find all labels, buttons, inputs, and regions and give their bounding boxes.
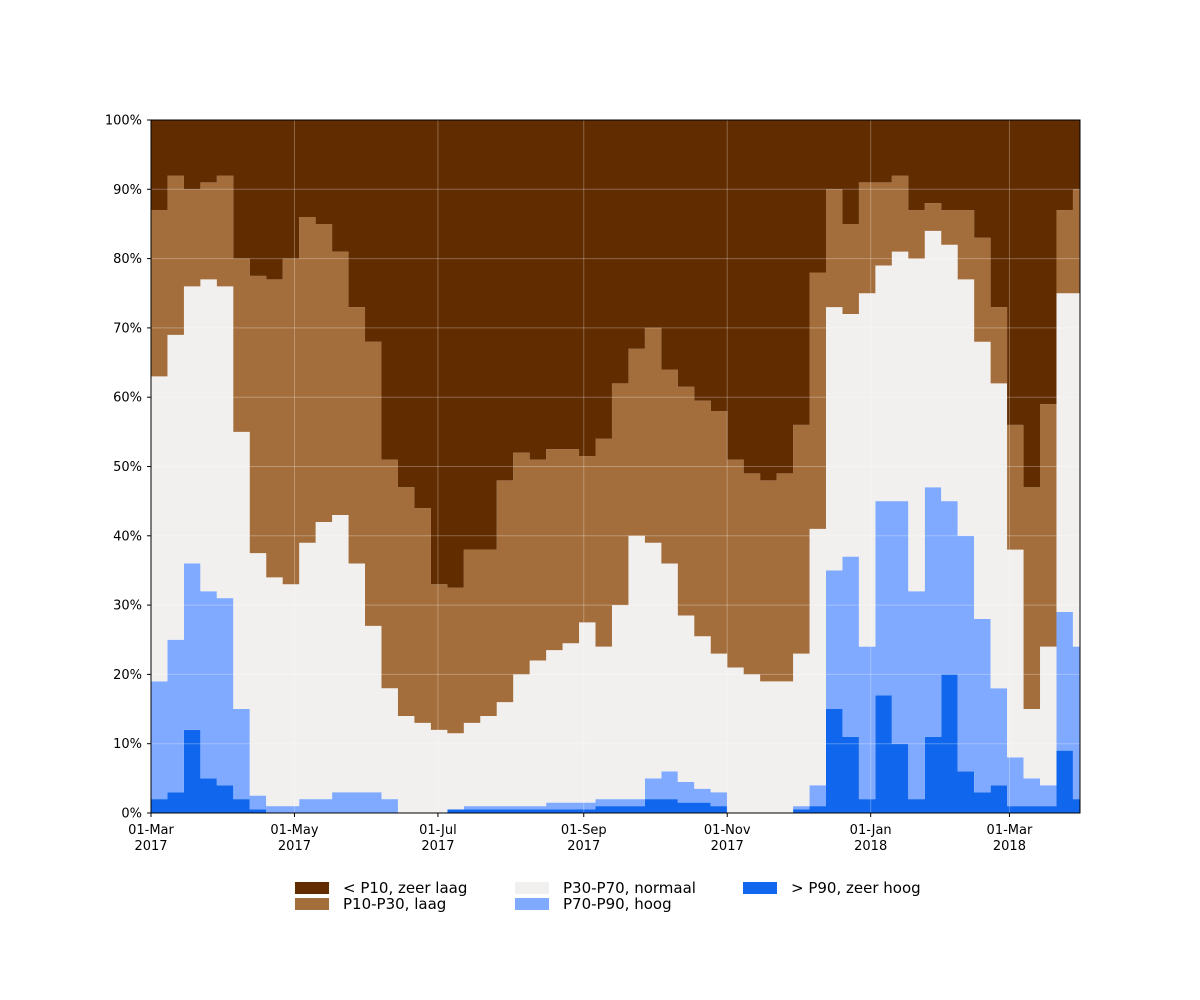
plot-area (151, 120, 1080, 813)
legend-label: P70-P90, hoog (563, 895, 672, 913)
y-tick-label: 100% (105, 114, 142, 129)
legend-label: > P90, zeer hoog (791, 879, 921, 897)
x-tick-label: 01-Mar (987, 823, 1033, 838)
y-tick-label: 60% (113, 391, 142, 406)
y-tick-label: 10% (113, 737, 142, 752)
x-tick-label: 01-Nov (704, 823, 751, 838)
x-tick-label: 01-Jul (419, 823, 457, 838)
y-tick-label: 50% (113, 460, 142, 475)
legend-label: < P10, zeer laag (343, 879, 468, 897)
x-tick-year-label: 2018 (993, 839, 1026, 854)
legend-label: P30-P70, normaal (563, 879, 696, 897)
area-series-2 (151, 230, 1080, 813)
x-tick-year-label: 2017 (134, 839, 167, 854)
legend-swatch (295, 882, 329, 894)
legend-item: P70-P90, hoog (515, 895, 672, 913)
legend-item: > P90, zeer hoog (743, 879, 921, 897)
x-tick-year-label: 2017 (567, 839, 600, 854)
legend-swatch (515, 898, 549, 910)
x-tick-label: 01-Mar (128, 823, 174, 838)
legend-swatch (743, 882, 777, 894)
legend: < P10, zeer laag P10-P30, laag P30-P70, no… (295, 879, 995, 920)
y-tick-label: 70% (113, 321, 142, 336)
area-series-3 (151, 175, 1080, 734)
legend-item: < P10, zeer laag (295, 879, 468, 897)
legend-item: P10-P30, laag (295, 895, 447, 913)
x-tick-label: 01-May (270, 823, 318, 838)
area-series-4 (151, 120, 1080, 588)
area-series-0 (151, 674, 1080, 813)
y-tick-label: 30% (113, 599, 142, 614)
x-axis: 01-Mar201701-May201701-Jul201701-Sep2017… (128, 813, 1033, 854)
x-tick-year-label: 2018 (854, 839, 887, 854)
legend-swatch (295, 898, 329, 910)
area-series-1 (151, 487, 1080, 813)
y-tick-label: 40% (113, 529, 142, 544)
legend-item: P30-P70, normaal (515, 879, 696, 897)
y-axis: 0% 10% 20% 30% 40% 50% 60% 70% 80% 90% 100% (105, 114, 151, 822)
x-tick-label: 01-Sep (561, 823, 607, 838)
legend-swatch (515, 882, 549, 894)
y-tick-label: 80% (113, 252, 142, 267)
x-tick-year-label: 2017 (711, 839, 744, 854)
legend-label: P10-P30, laag (343, 895, 447, 913)
y-tick-label: 0% (121, 807, 142, 822)
x-tick-year-label: 2017 (278, 839, 311, 854)
y-tick-label: 20% (113, 668, 142, 683)
y-tick-label: 90% (113, 183, 142, 198)
x-tick-year-label: 2017 (421, 839, 454, 854)
x-tick-label: 01-Jan (850, 823, 892, 838)
